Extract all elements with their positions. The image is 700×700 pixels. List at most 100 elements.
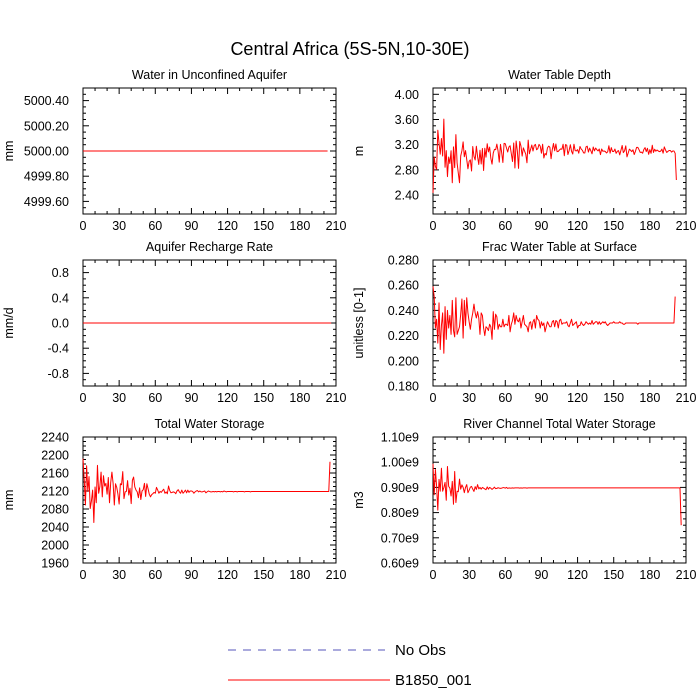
y-tick-label: 3.20 bbox=[395, 138, 419, 152]
panel-6: River Channel Total Water Storage m3 0 30 60… bbox=[352, 417, 696, 582]
y-tick-label: -0.8 bbox=[47, 367, 69, 381]
y-tick-label: 2120 bbox=[41, 485, 69, 499]
panel-3: Aquifer Recharge Rate mm/d 0 30 60 90 120 150 18… bbox=[2, 240, 346, 405]
y-tick-label: 2.80 bbox=[395, 163, 419, 177]
y-tick-label: 0.8 bbox=[52, 266, 69, 280]
panel-1: Water in Unconfined Aquifer mm 0 30 60 90 120 1… bbox=[2, 68, 346, 233]
plot-frame bbox=[432, 436, 687, 564]
y-tick-label: 0.260 bbox=[388, 279, 419, 293]
x-tick-label: 60 bbox=[148, 568, 162, 582]
panel-4: Frac Water Table at Surface unitless [0-1… bbox=[352, 240, 696, 405]
x-tick-label: 90 bbox=[534, 219, 548, 233]
x-tick-label: 0 bbox=[80, 391, 87, 405]
x-tick-label: 210 bbox=[326, 391, 347, 405]
panel-2: Water Table Depth m 0 30 60 90 120 150 180 210 2.4… bbox=[352, 68, 696, 233]
x-tick-label: 0 bbox=[430, 568, 437, 582]
x-tick-label: 120 bbox=[567, 391, 588, 405]
y-tick-label: 2040 bbox=[41, 521, 69, 535]
series-line-b1850-001 bbox=[82, 458, 331, 523]
y-tick-label: 2000 bbox=[41, 539, 69, 553]
x-tick-label: 180 bbox=[289, 219, 310, 233]
x-tick-label: 30 bbox=[112, 219, 126, 233]
series-line-b1850-001 bbox=[432, 118, 677, 193]
y-tick-label: 5000.40 bbox=[24, 94, 69, 108]
y-tick-label: 0.90e9 bbox=[381, 481, 419, 495]
x-tick-label: 210 bbox=[676, 568, 697, 582]
y-tick-label: 0.60e9 bbox=[381, 557, 419, 571]
y-tick-label: 5000.20 bbox=[24, 119, 69, 133]
x-tick-label: 90 bbox=[534, 568, 548, 582]
legend: No Obs B1850_001 bbox=[228, 642, 472, 689]
y-axis-label: unitless [0-1] bbox=[352, 288, 366, 359]
y-tick-label: 5000.00 bbox=[24, 145, 69, 159]
x-tick-label: 30 bbox=[112, 568, 126, 582]
y-tick-label: 1.10e9 bbox=[381, 431, 419, 445]
x-tick-label: 90 bbox=[184, 568, 198, 582]
y-tick-label: 0.240 bbox=[388, 304, 419, 318]
x-tick-label: 60 bbox=[498, 219, 512, 233]
y-axis-label: mm/d bbox=[2, 307, 16, 338]
x-tick-label: 150 bbox=[603, 219, 624, 233]
x-tick-label: 0 bbox=[430, 219, 437, 233]
x-tick-label: 180 bbox=[639, 568, 660, 582]
panel-5: Total Water Storage mm 0 30 60 90 120 150 180 210… bbox=[2, 417, 346, 582]
y-tick-label: 4.00 bbox=[395, 88, 419, 102]
panel-title: Frac Water Table at Surface bbox=[482, 240, 637, 254]
y-axis-label: mm bbox=[2, 490, 16, 511]
x-tick-label: 180 bbox=[289, 391, 310, 405]
x-tick-label: 210 bbox=[326, 219, 347, 233]
y-tick-label: 0.220 bbox=[388, 329, 419, 343]
y-tick-label: 2200 bbox=[41, 449, 69, 463]
x-tick-label: 60 bbox=[148, 391, 162, 405]
y-tick-label: 2.40 bbox=[395, 189, 419, 203]
y-tick-label: 0.0 bbox=[52, 317, 69, 331]
y-tick-label: 0.280 bbox=[388, 254, 419, 268]
x-tick-label: 180 bbox=[639, 391, 660, 405]
x-tick-label: 90 bbox=[534, 391, 548, 405]
x-tick-label: 120 bbox=[567, 568, 588, 582]
y-axis-label: mm bbox=[2, 141, 16, 162]
series-line-b1850-001 bbox=[432, 286, 676, 354]
panel-title: Total Water Storage bbox=[154, 417, 264, 431]
x-tick-label: 180 bbox=[639, 219, 660, 233]
x-tick-label: 90 bbox=[184, 391, 198, 405]
x-tick-label: 0 bbox=[80, 568, 87, 582]
x-tick-label: 120 bbox=[567, 219, 588, 233]
x-tick-label: 120 bbox=[217, 219, 238, 233]
x-tick-label: 60 bbox=[498, 568, 512, 582]
y-tick-label: 0.4 bbox=[52, 291, 69, 305]
x-tick-label: 30 bbox=[462, 568, 476, 582]
y-tick-label: -0.4 bbox=[47, 342, 69, 356]
panel-title: Water in Unconfined Aquifer bbox=[132, 68, 287, 82]
y-tick-label: 1.00e9 bbox=[381, 456, 419, 470]
legend-b1850-label: B1850_001 bbox=[395, 672, 472, 689]
legend-no-obs-label: No Obs bbox=[395, 642, 446, 659]
x-tick-label: 60 bbox=[148, 219, 162, 233]
x-tick-label: 150 bbox=[253, 219, 274, 233]
x-tick-label: 30 bbox=[462, 219, 476, 233]
x-tick-label: 90 bbox=[184, 219, 198, 233]
x-tick-label: 120 bbox=[217, 568, 238, 582]
x-tick-label: 210 bbox=[326, 568, 347, 582]
x-tick-label: 150 bbox=[253, 391, 274, 405]
y-tick-label: 1960 bbox=[41, 557, 69, 571]
x-tick-label: 150 bbox=[603, 568, 624, 582]
figure-title: Central Africa (5S-5N,10-30E) bbox=[230, 39, 469, 59]
y-tick-label: 2080 bbox=[41, 503, 69, 517]
series-line-b1850-001 bbox=[432, 463, 682, 526]
y-tick-label: 4999.60 bbox=[24, 195, 69, 209]
x-tick-label: 0 bbox=[80, 219, 87, 233]
y-tick-label: 0.200 bbox=[388, 354, 419, 368]
panel-title: River Channel Total Water Storage bbox=[463, 417, 656, 431]
y-tick-label: 4999.80 bbox=[24, 170, 69, 184]
x-tick-label: 0 bbox=[430, 391, 437, 405]
y-tick-label: 3.60 bbox=[395, 113, 419, 127]
x-tick-label: 30 bbox=[112, 391, 126, 405]
y-axis-label: m3 bbox=[352, 491, 366, 508]
y-axis-label: m bbox=[352, 146, 366, 156]
y-tick-label: 0.80e9 bbox=[381, 506, 419, 520]
x-tick-label: 210 bbox=[676, 219, 697, 233]
x-tick-label: 60 bbox=[498, 391, 512, 405]
y-tick-label: 2240 bbox=[41, 431, 69, 445]
